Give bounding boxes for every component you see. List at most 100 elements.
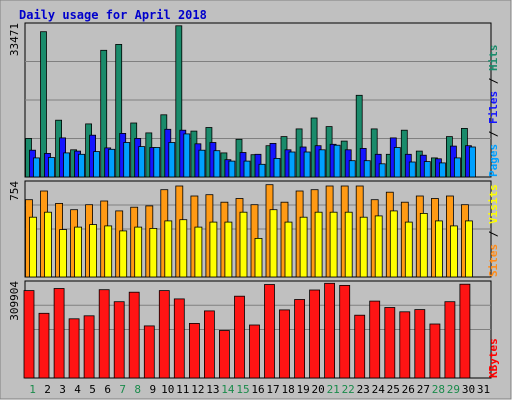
bar-visits-sites-9 bbox=[149, 227, 158, 278]
bar-visits-sites-17 bbox=[269, 209, 278, 278]
x-tick-label-7: 7 bbox=[119, 383, 126, 396]
x-axis: 1 2 3 4 5 6 7 8 9 10 11 12 13 14 15 16 17 18 19 20 21 22 23 24 2… bbox=[29, 383, 490, 396]
x-tick-label-12: 12 bbox=[191, 383, 204, 396]
bar-hits-pages-3 bbox=[63, 152, 70, 178]
bar-hits-pages-25 bbox=[393, 147, 401, 178]
bar-kbytes-kbytes-20 bbox=[309, 289, 321, 379]
legend-entry-hits-1: / bbox=[487, 124, 500, 144]
bar-hits-pages-4 bbox=[78, 153, 85, 178]
bar-hits-pages-17 bbox=[273, 157, 281, 178]
bar-visits-sites-22 bbox=[344, 211, 353, 278]
max-label-hits: 33471 bbox=[8, 23, 21, 56]
bar-hits-pages-2 bbox=[48, 157, 55, 178]
legend-hits: Pages / Files / Hits bbox=[487, 45, 500, 178]
x-tick-label-24: 24 bbox=[372, 383, 386, 396]
bar-visits-sites-29 bbox=[449, 225, 458, 278]
bar-visits-sites-11 bbox=[179, 219, 188, 278]
bar-hits-hits-2 bbox=[40, 31, 47, 178]
bar-visits-sites-21 bbox=[329, 211, 338, 278]
x-tick-label-21: 21 bbox=[327, 383, 340, 396]
x-tick-label-25: 25 bbox=[387, 383, 400, 396]
legend-entry-visits-2: Visits bbox=[487, 184, 500, 224]
legend-entry-hits-0: Pages bbox=[487, 144, 500, 177]
bar-visits-sites-15 bbox=[239, 211, 248, 278]
bar-hits-pages-8 bbox=[138, 146, 146, 178]
bar-kbytes-kbytes-6 bbox=[98, 289, 110, 379]
bar-kbytes-kbytes-19 bbox=[294, 299, 306, 379]
panel-visits: 754 Sites / Visits bbox=[8, 180, 500, 278]
bar-visits-sites-8 bbox=[134, 226, 143, 278]
bar-visits-sites-24 bbox=[374, 215, 383, 278]
bar-kbytes-kbytes-8 bbox=[128, 291, 140, 379]
panel-kbytes: 309904 KBytes bbox=[8, 280, 500, 379]
bar-kbytes-kbytes-3 bbox=[53, 288, 65, 379]
bar-hits-pages-13 bbox=[213, 150, 221, 178]
bar-hits-pages-7 bbox=[123, 142, 131, 178]
x-tick-label-16: 16 bbox=[251, 383, 264, 396]
x-tick-label-30: 30 bbox=[462, 383, 475, 396]
x-tick-label-9: 9 bbox=[149, 383, 156, 396]
bar-kbytes-kbytes-2 bbox=[38, 312, 50, 379]
x-tick-label-10: 10 bbox=[161, 383, 174, 396]
legend-entry-hits-2: Files bbox=[487, 91, 500, 124]
bar-kbytes-kbytes-17 bbox=[264, 284, 275, 379]
legend-entry-hits-4: Hits bbox=[487, 45, 500, 72]
bar-visits-sites-2 bbox=[44, 211, 52, 278]
bar-visits-sites-6 bbox=[104, 225, 113, 278]
bar-visits-sites-13 bbox=[209, 221, 218, 278]
bar-kbytes-kbytes-28 bbox=[429, 323, 441, 379]
bar-hits-pages-27 bbox=[423, 161, 431, 178]
bar-hits-pages-12 bbox=[198, 149, 206, 178]
bar-visits-sites-26 bbox=[404, 221, 413, 278]
bar-kbytes-kbytes-4 bbox=[68, 318, 80, 379]
bar-kbytes-kbytes-22 bbox=[339, 284, 351, 379]
bar-visits-sites-28 bbox=[434, 220, 443, 278]
bar-kbytes-kbytes-18 bbox=[279, 309, 290, 379]
x-tick-label-17: 17 bbox=[266, 383, 279, 396]
bar-kbytes-kbytes-25 bbox=[384, 307, 396, 379]
bar-hits-pages-19 bbox=[303, 151, 311, 178]
bar-hits-hits-7 bbox=[115, 44, 123, 178]
bar-hits-pages-5 bbox=[93, 151, 100, 178]
x-tick-label-27: 27 bbox=[417, 383, 430, 396]
bar-kbytes-kbytes-15 bbox=[234, 295, 245, 379]
bar-hits-hits-23 bbox=[355, 94, 363, 178]
bar-hits-pages-10 bbox=[168, 142, 176, 178]
legend-kbytes: KBytes bbox=[487, 338, 500, 378]
bar-hits-hits-6 bbox=[100, 49, 108, 178]
bar-kbytes-kbytes-13 bbox=[203, 310, 215, 379]
bar-hits-pages-20 bbox=[318, 149, 326, 178]
x-tick-label-13: 13 bbox=[206, 383, 219, 396]
bar-hits-pages-11 bbox=[183, 133, 191, 178]
chart-title: Daily usage for April 2018 bbox=[19, 8, 207, 22]
bar-hits-pages-1 bbox=[33, 157, 40, 178]
bar-visits-sites-25 bbox=[389, 210, 398, 278]
x-tick-label-14: 14 bbox=[221, 383, 235, 396]
bar-kbytes-kbytes-16 bbox=[249, 324, 260, 379]
bar-kbytes-kbytes-29 bbox=[444, 301, 456, 379]
bar-kbytes-kbytes-26 bbox=[399, 311, 411, 379]
x-tick-label-29: 29 bbox=[447, 383, 460, 396]
bar-kbytes-kbytes-30 bbox=[459, 283, 471, 379]
bar-hits-pages-23 bbox=[363, 160, 371, 178]
legend-entry-visits-0: Sites bbox=[487, 244, 500, 277]
bar-visits-sites-27 bbox=[419, 212, 428, 278]
bar-visits-sites-4 bbox=[74, 226, 82, 278]
bar-kbytes-kbytes-1 bbox=[23, 290, 35, 379]
bar-kbytes-kbytes-23 bbox=[354, 314, 366, 379]
bar-visits-sites-7 bbox=[119, 230, 128, 278]
bar-hits-pages-26 bbox=[408, 161, 416, 178]
bar-visits-sites-23 bbox=[359, 216, 368, 278]
bar-kbytes-kbytes-7 bbox=[113, 301, 125, 379]
bar-kbytes-kbytes-9 bbox=[143, 325, 155, 379]
bar-hits-pages-9 bbox=[153, 147, 161, 178]
bar-visits-sites-5 bbox=[89, 224, 97, 278]
bar-hits-pages-6 bbox=[108, 148, 116, 178]
bar-visits-sites-18 bbox=[284, 221, 293, 278]
legend-entry-visits-1: / bbox=[487, 224, 500, 244]
bar-visits-sites-14 bbox=[224, 221, 233, 278]
x-tick-label-18: 18 bbox=[281, 383, 294, 396]
bar-visits-sites-12 bbox=[194, 226, 203, 278]
x-tick-label-20: 20 bbox=[311, 383, 324, 396]
